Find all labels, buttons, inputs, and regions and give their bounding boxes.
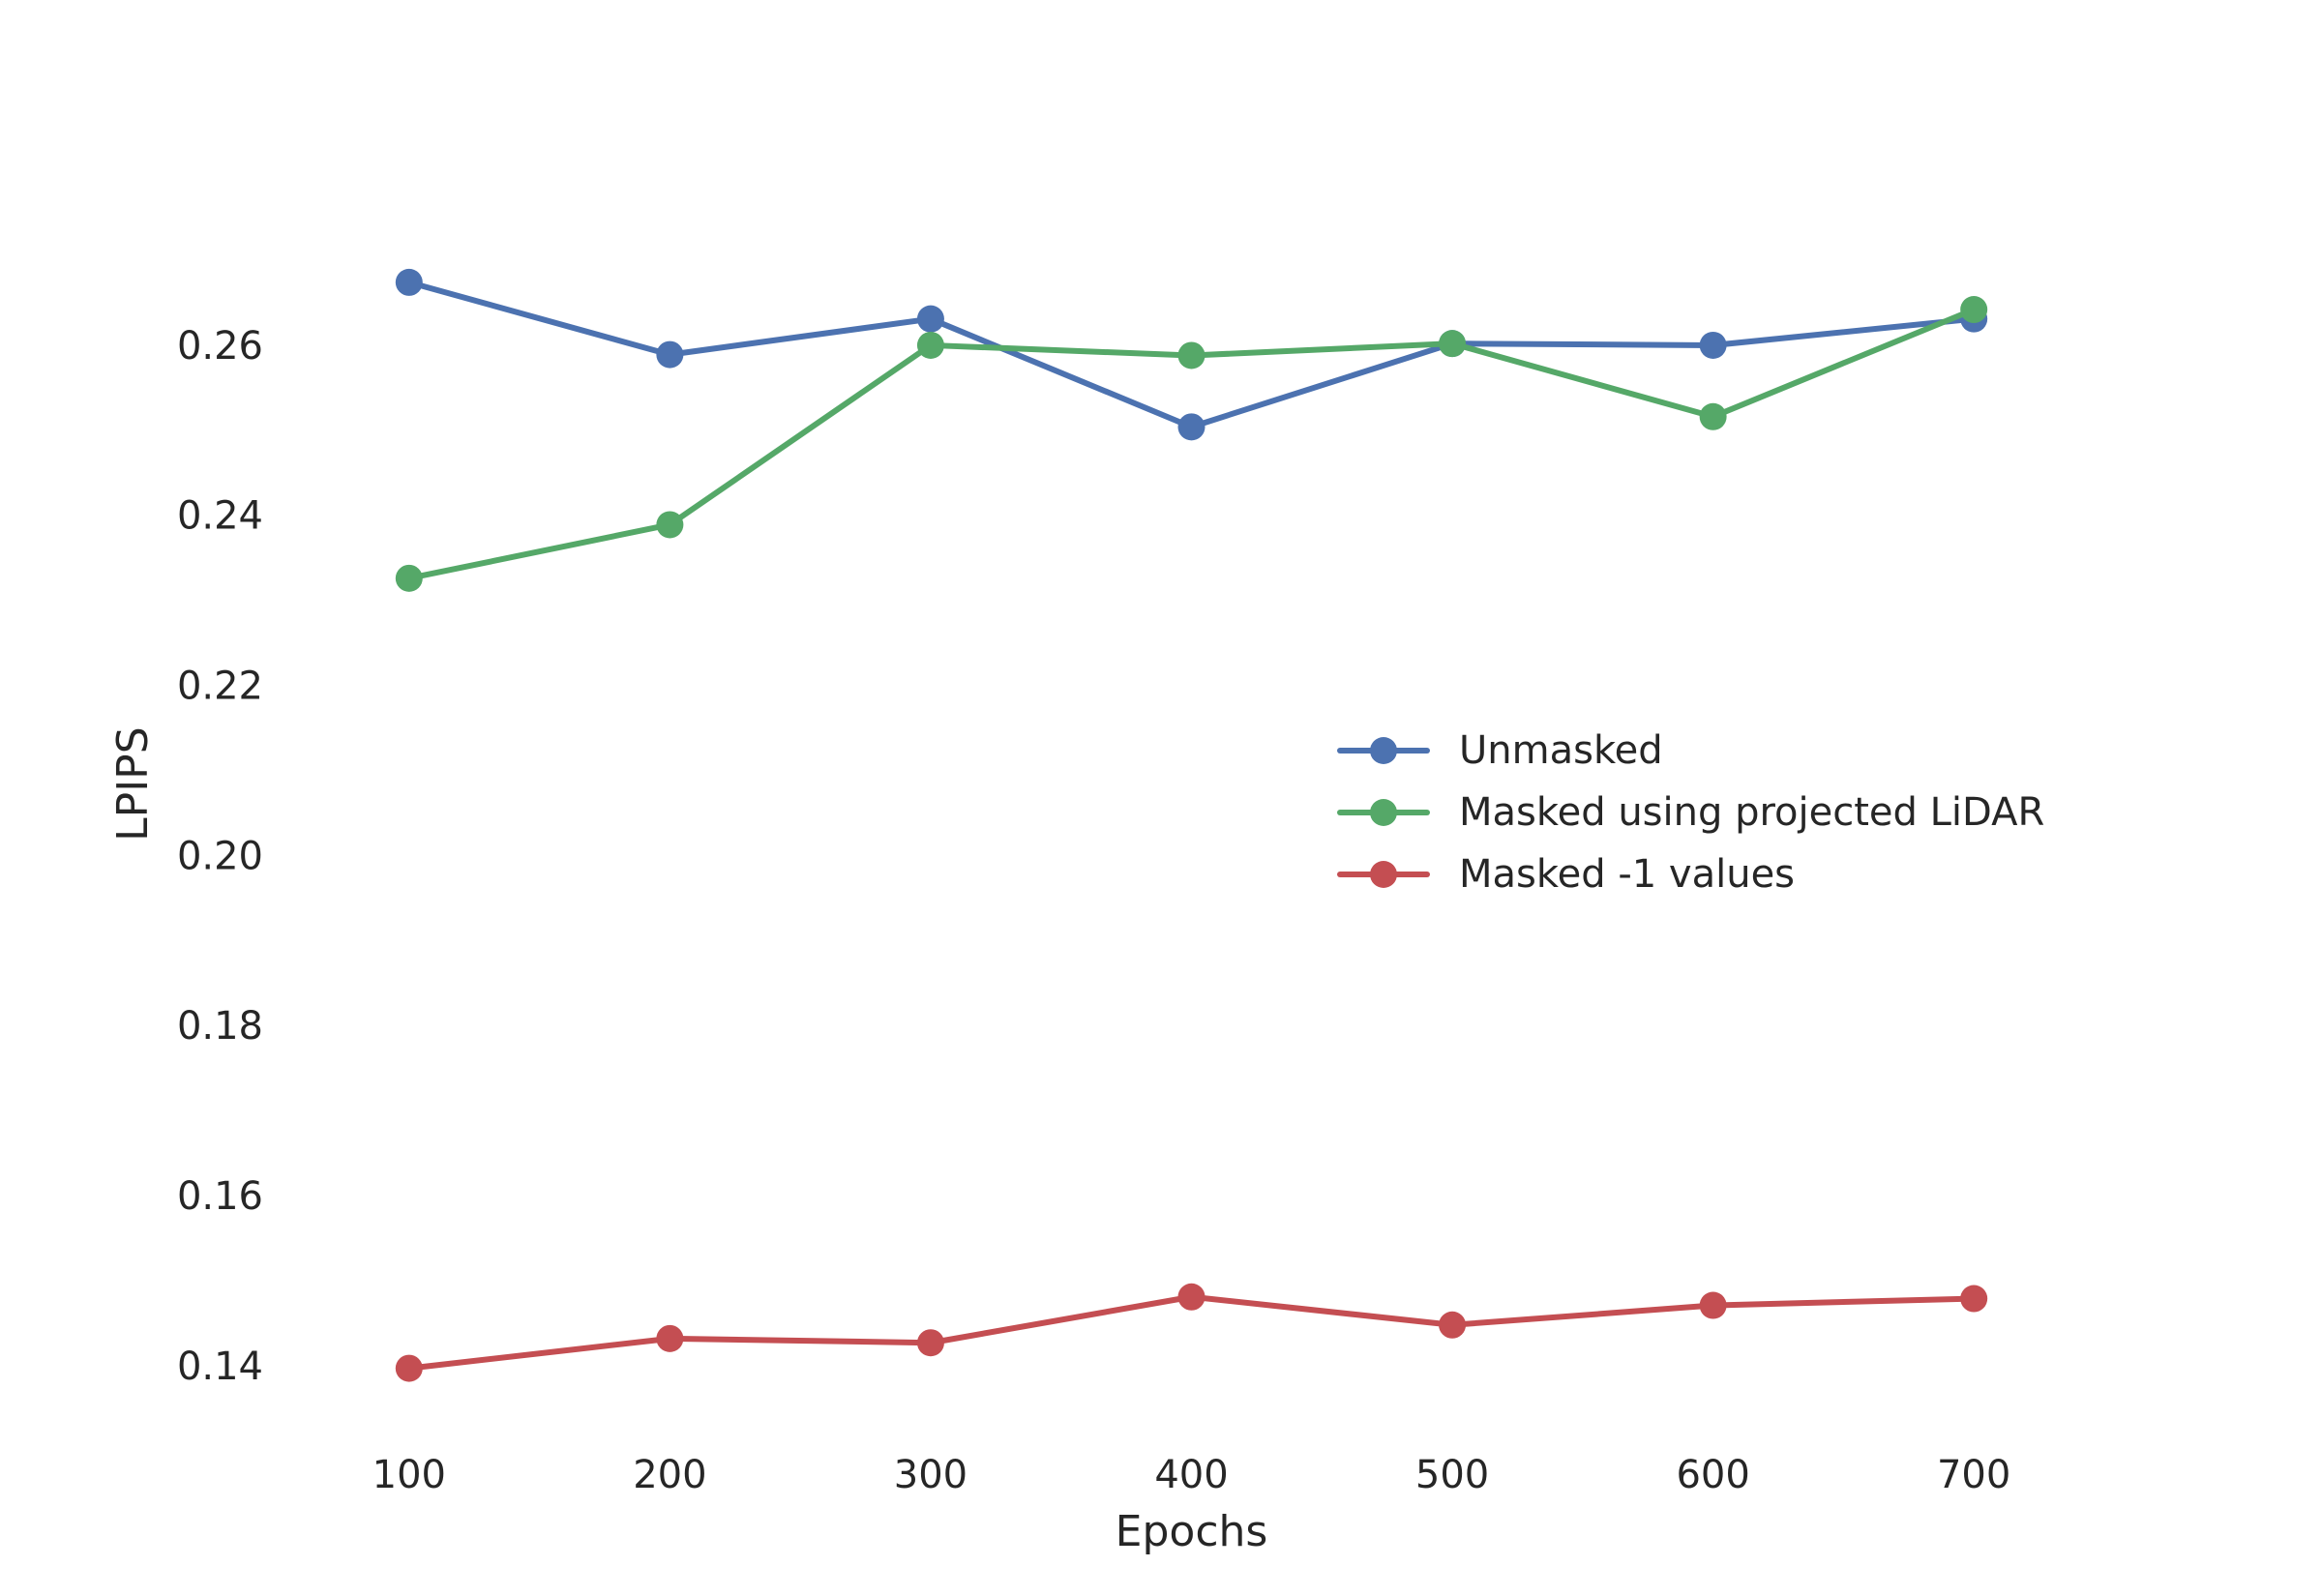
legend-item: Unmasked [1337, 728, 1663, 773]
series-2 [395, 1283, 1988, 1382]
legend-item: Masked -1 values [1337, 852, 1795, 897]
legend-item: Masked using projected LiDAR [1337, 790, 2044, 835]
legend: Unmasked Masked using projected LiDAR Mask… [1337, 728, 2044, 897]
y-tick-label: 0.18 [177, 1004, 263, 1049]
data-point [656, 1324, 684, 1352]
y-tick-label: 0.16 [177, 1174, 263, 1219]
data-point [916, 1329, 944, 1357]
y-axis-title: LPIPS [108, 726, 158, 842]
x-axis-title: Epochs [1116, 1507, 1268, 1556]
data-point [656, 340, 684, 369]
data-point [395, 268, 423, 296]
x-axis-ticks: 100 200 300 400 500 600 700 [372, 1453, 2011, 1497]
data-point [656, 511, 684, 539]
data-point [1439, 330, 1467, 358]
y-axis-ticks: 0.14 0.16 0.18 0.20 0.22 0.24 0.26 [177, 324, 263, 1389]
legend-marker [1370, 799, 1397, 826]
y-tick-label: 0.24 [177, 494, 263, 539]
x-tick-label: 200 [633, 1453, 706, 1497]
data-point [1699, 1291, 1727, 1319]
legend-marker [1370, 737, 1397, 764]
data-point [1699, 331, 1727, 359]
data-point [1177, 341, 1206, 369]
data-point [1177, 1283, 1206, 1311]
data-point [1699, 402, 1727, 430]
data-point [1439, 1311, 1467, 1339]
data-point [395, 1354, 423, 1382]
legend-label: Masked using projected LiDAR [1459, 790, 2044, 835]
x-tick-label: 400 [1154, 1453, 1228, 1497]
y-tick-label: 0.20 [177, 834, 263, 878]
series-layer [395, 268, 1988, 1382]
y-tick-label: 0.22 [177, 664, 263, 708]
legend-label: Unmasked [1459, 728, 1663, 773]
x-tick-label: 700 [1937, 1453, 2010, 1497]
data-point [1960, 296, 1988, 324]
y-tick-label: 0.26 [177, 324, 263, 369]
y-tick-label: 0.14 [177, 1345, 263, 1389]
data-point [1177, 413, 1206, 441]
x-tick-label: 100 [372, 1453, 446, 1497]
legend-marker [1370, 861, 1397, 888]
x-tick-label: 500 [1415, 1453, 1489, 1497]
data-point [916, 305, 944, 333]
data-point [1960, 1285, 1988, 1313]
series-1 [395, 296, 1988, 592]
data-point [395, 564, 423, 592]
x-tick-label: 600 [1676, 1453, 1749, 1497]
legend-label: Masked -1 values [1459, 852, 1795, 897]
data-point [916, 331, 944, 359]
x-tick-label: 300 [894, 1453, 968, 1497]
